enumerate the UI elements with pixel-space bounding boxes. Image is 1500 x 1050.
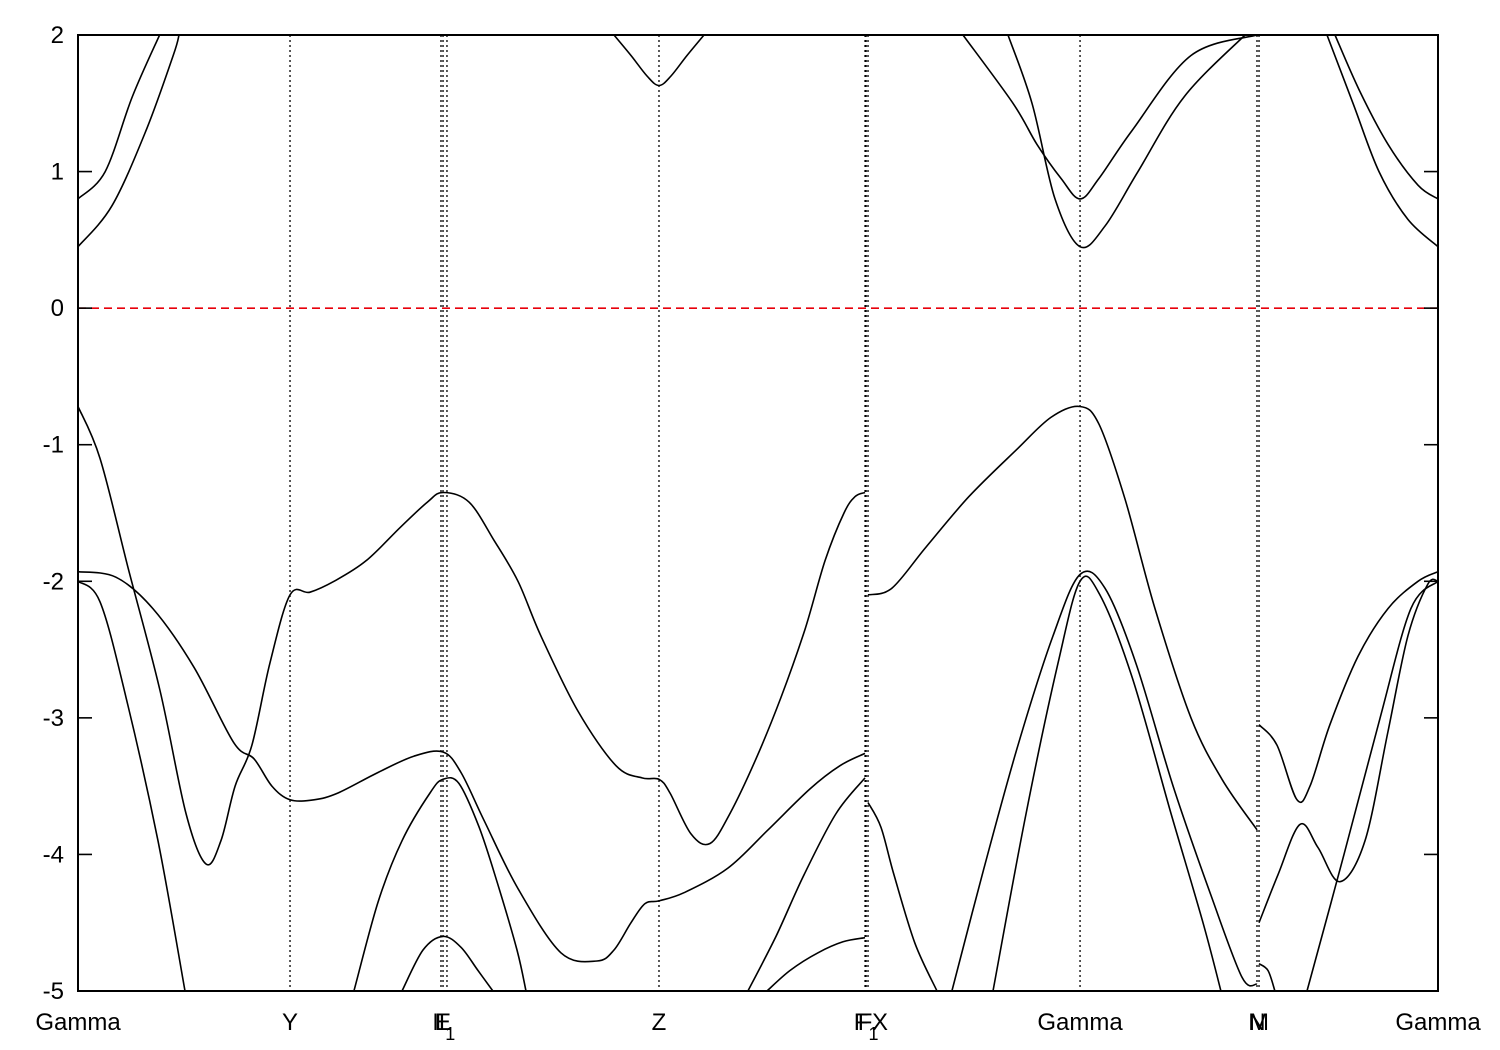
band-6 — [1334, 35, 1438, 200]
x-tick-label-3: E — [435, 1009, 451, 1036]
y-tick-label: -4 — [43, 841, 64, 868]
x-tick-label-9: Gamma — [1037, 1009, 1123, 1036]
band-3 — [613, 35, 705, 87]
band-18 — [992, 575, 1222, 991]
band-4 — [962, 35, 1258, 200]
y-tick-label: -3 — [43, 705, 64, 732]
band-16 — [867, 802, 938, 991]
band-1 — [78, 35, 161, 200]
band-19 — [1258, 570, 1438, 804]
band-10 — [78, 580, 186, 991]
band-22 — [1306, 580, 1438, 991]
x-tick-label-8: X — [872, 1009, 888, 1036]
band-11 — [353, 776, 527, 991]
band-13 — [766, 936, 866, 991]
y-tick-label: -2 — [43, 568, 64, 595]
band-17 — [951, 570, 1258, 991]
band-9 — [78, 570, 866, 963]
band-14 — [747, 777, 866, 991]
x-tick-label-1: Y — [282, 1009, 298, 1036]
y-tick-label: 0 — [51, 295, 64, 322]
y-tick-label: 2 — [51, 22, 64, 49]
plot-frame — [77, 34, 1439, 992]
band-20 — [1258, 578, 1438, 923]
x-tick-label-2: I — [432, 1009, 439, 1036]
band-2 — [78, 35, 180, 248]
x-tick-label-5: Z — [652, 1009, 667, 1036]
band-7 — [1326, 35, 1438, 248]
kpoint-lines — [289, 35, 1260, 991]
y-tick-label: 1 — [51, 159, 64, 186]
band-21 — [1258, 963, 1276, 991]
band-12 — [401, 935, 494, 991]
x-tick-label-6: F — [858, 1009, 873, 1036]
x-tick-label-11: M — [1249, 1009, 1269, 1036]
band-curves — [78, 35, 1438, 991]
x-tick-label-10: N — [1248, 1009, 1265, 1036]
y-axis: 2 1 0 -1 -2 -3 -4 -5 — [43, 22, 1438, 1005]
y-tick-label: -1 — [43, 432, 64, 459]
x-tick-label-12: Gamma — [1395, 1009, 1481, 1036]
band-5 — [1007, 35, 1246, 249]
x-tick-label-0: Gamma — [35, 1009, 121, 1036]
band-15 — [867, 405, 1258, 831]
y-tick-label: -5 — [43, 978, 64, 1005]
band-8 — [78, 406, 866, 866]
